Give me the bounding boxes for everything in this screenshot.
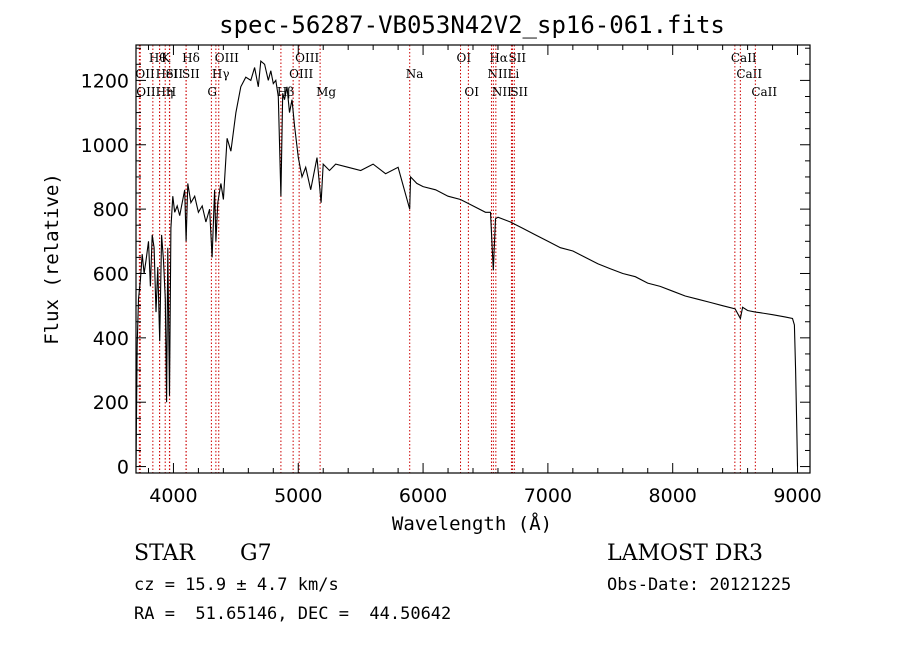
redshift-cz: cz = 15.9 ± 4.7 km/s (134, 575, 339, 595)
chart-title: spec-56287-VB053N42V2_sp16-061.fits (219, 11, 725, 39)
x-tick-label: 7000 (524, 485, 572, 507)
axis-ticks: 4000 5000 6000 7000 8000 9000 0 200 400 600 800 100… (81, 45, 822, 507)
line-marker-label: CaII (736, 67, 762, 81)
line-marker-label: SII (510, 85, 528, 99)
x-tick-label: 8000 (649, 485, 697, 507)
x-tick-label: 6000 (399, 485, 447, 507)
ra-dec: RA = 51.65146, DEC = 44.50642 (134, 604, 451, 624)
y-axis-label: Flux (relative) (41, 173, 63, 345)
line-marker-label: Hδ (182, 51, 200, 65)
line-marker-label: SII (182, 67, 200, 81)
line-marker-label: Mg (316, 85, 336, 99)
y-tick-label: 1000 (81, 135, 129, 157)
observation-date: Obs-Date: 20121225 (607, 575, 791, 595)
x-tick-label: 9000 (773, 485, 821, 507)
line-marker-label: Hη (156, 85, 174, 99)
line-marker-label: SII (165, 67, 183, 81)
y-tick-label: 600 (93, 263, 129, 285)
line-marker-label: OII (136, 85, 156, 99)
line-marker-label: Li (507, 67, 519, 81)
line-marker-label: NII (487, 67, 507, 81)
line-marker-label: OIII (289, 67, 313, 81)
line-marker-label: OIII (215, 51, 239, 65)
object-subclass: G7 (240, 541, 272, 566)
line-marker-label: OI (464, 85, 479, 99)
line-marker-label: OI (457, 51, 472, 65)
line-marker-label: Hγ (212, 67, 230, 81)
line-marker-label: HeI (156, 67, 179, 81)
object-class: STAR (134, 541, 196, 566)
line-marker-label: Hθ (149, 51, 167, 65)
line-marker-label: Na (406, 67, 424, 81)
x-tick-label: 5000 (274, 485, 322, 507)
line-marker-label: OII (135, 67, 155, 81)
x-axis-label: Wavelength (Å) (392, 512, 552, 535)
line-marker-label: OIII (295, 51, 319, 65)
y-tick-label: 800 (93, 199, 129, 221)
line-marker-label: CaII (751, 85, 777, 99)
y-tick-label: 200 (93, 392, 129, 414)
y-tick-label: 1200 (81, 70, 129, 92)
line-marker-label: CaII (731, 51, 757, 65)
survey-name: LAMOST DR3 (607, 541, 763, 566)
line-marker-label: H (166, 85, 176, 99)
y-tick-label: 400 (93, 328, 129, 350)
y-tick-label: 0 (117, 457, 129, 479)
line-marker-label: Hα (489, 51, 508, 65)
line-marker-label: SII (508, 51, 526, 65)
line-marker-label: NII (492, 85, 512, 99)
x-tick-label: 4000 (149, 485, 197, 507)
line-marker-label: K (161, 51, 171, 65)
spectrum-line (135, 60, 799, 467)
line-marker-label: G (207, 85, 217, 99)
